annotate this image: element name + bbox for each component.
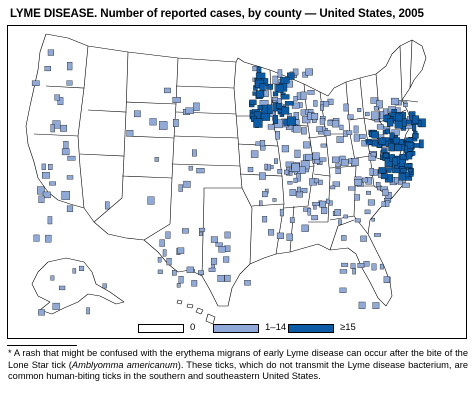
footnote-separator <box>7 345 77 346</box>
legend-swatch-low <box>213 324 259 333</box>
counties-15-plus-cases <box>249 66 426 183</box>
footnote-text-end: ). These ticks, which do not transmit th… <box>8 359 468 382</box>
hawaii-islands <box>176 299 216 325</box>
map-frame: 0 1–14 ≥15 <box>7 25 467 339</box>
footnote: * A rash that might be confused with the… <box>8 348 468 383</box>
legend-label-high: ≥15 <box>340 322 356 333</box>
us-county-map <box>25 33 427 325</box>
footnote-text-start: * A rash that might be confused with the… <box>8 348 468 370</box>
legend-label-low: 1–14 <box>265 322 287 333</box>
footnote-species: Amblyomma americanum <box>71 359 178 370</box>
legend-swatch-high <box>288 324 334 333</box>
legend-label-zero: 0 <box>190 322 196 333</box>
legend-swatch-zero <box>138 324 184 333</box>
alaska-outline <box>31 257 125 315</box>
map-title: LYME DISEASE. Number of reported cases, … <box>10 7 424 20</box>
